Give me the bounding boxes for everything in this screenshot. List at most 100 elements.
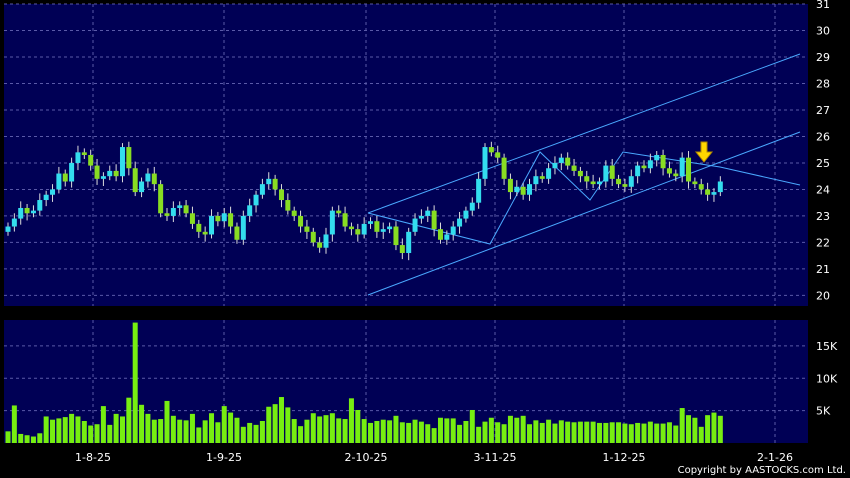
candle-body <box>596 181 602 185</box>
candle-body <box>380 229 386 232</box>
volume-bar <box>285 407 291 443</box>
volume-bar <box>94 424 100 443</box>
candle-body <box>501 157 507 179</box>
volume-bar <box>88 425 94 443</box>
volume-bar <box>711 412 717 443</box>
volume-bar <box>278 397 284 443</box>
candlesticks <box>5 141 723 261</box>
volume-bar <box>196 427 202 443</box>
candle-body <box>196 223 202 232</box>
volume-bar <box>329 413 335 443</box>
candle-body <box>329 210 335 235</box>
price-axis-labels: 20 21 22 23 24 25 26 27 28 29 30 31 <box>816 0 830 302</box>
volume-bar <box>546 419 552 443</box>
volume-bar <box>158 419 164 443</box>
candle-body <box>584 176 590 182</box>
candle-body <box>298 215 304 227</box>
candle-body <box>705 189 711 195</box>
candle-body <box>75 152 81 163</box>
candle-body <box>361 223 367 235</box>
candle-body <box>463 210 469 219</box>
candle-body <box>170 207 176 216</box>
volume-bar <box>5 431 11 443</box>
candle-body <box>527 184 533 195</box>
volume-bar <box>527 424 533 443</box>
date-tick-label: 2-10-25 <box>345 451 388 464</box>
candle-body <box>24 207 30 214</box>
volume-bar <box>348 398 354 443</box>
candle-body <box>189 213 195 224</box>
trend-lines <box>367 53 801 296</box>
volume-bar <box>336 418 342 443</box>
volume-bar <box>50 419 56 443</box>
candle-body <box>622 184 628 187</box>
candle-body <box>507 178 513 193</box>
candle-body <box>533 176 539 185</box>
candle-body <box>202 231 208 235</box>
candle-body <box>679 157 685 177</box>
candle-body <box>88 155 94 166</box>
volume-bar <box>520 415 526 443</box>
volume-bar <box>539 422 545 443</box>
candle-body <box>437 229 443 240</box>
candle-body <box>43 194 49 201</box>
volume-bar <box>132 322 138 443</box>
volume-bar <box>56 418 62 443</box>
volume-bar <box>30 436 36 443</box>
volume-bar <box>291 419 297 443</box>
volume-bar <box>641 423 647 443</box>
volume-bar <box>533 420 539 443</box>
volume-bar <box>590 421 596 443</box>
volume-bar <box>81 420 87 443</box>
date-tick-label: 3-11-25 <box>474 451 517 464</box>
candle-body <box>539 176 545 179</box>
date-axis-labels: 1-8-25 1-9-25 2-10-25 3-11-25 1-12-25 2-1-26 <box>75 451 793 464</box>
candle-body <box>546 168 552 179</box>
arrow-marker-shape <box>694 141 714 163</box>
volume-bar <box>202 420 208 443</box>
grid-lines <box>4 3 808 443</box>
price-tick-label: 31 <box>816 0 830 11</box>
volume-bar <box>654 423 660 443</box>
price-tick-label: 30 <box>816 24 830 37</box>
candle-body <box>469 202 475 211</box>
candle-body <box>56 173 62 190</box>
candle-body <box>158 184 164 214</box>
candle-body <box>304 226 310 232</box>
volume-bar <box>399 422 405 443</box>
volume-bar <box>323 415 329 443</box>
volume-bar <box>113 413 119 443</box>
price-tick-label: 26 <box>816 130 830 143</box>
candle-body <box>81 152 87 155</box>
volume-bar <box>298 426 304 443</box>
candle-body <box>641 165 647 169</box>
candle-body <box>126 147 132 169</box>
date-tick-label: 1-9-25 <box>206 451 242 464</box>
price-tick-label: 20 <box>816 289 830 302</box>
volume-bar <box>43 416 49 443</box>
candle-body <box>577 170 583 177</box>
candle-body <box>266 178 272 185</box>
volume-axis-labels: 15K 10K 5K <box>816 340 838 418</box>
candle-body <box>571 165 577 171</box>
volume-bar <box>177 419 183 443</box>
candle-body <box>11 218 17 227</box>
candle-body <box>253 194 259 206</box>
candle-body <box>323 234 329 248</box>
candle-body <box>259 184 265 195</box>
candle-body <box>164 213 170 216</box>
volume-bar <box>584 421 590 443</box>
candle-body <box>228 213 234 227</box>
volume-bar <box>100 406 106 443</box>
price-panel-background <box>4 4 808 306</box>
arrow-marker-icon <box>694 141 714 163</box>
candle-body <box>628 176 634 187</box>
volume-bar <box>69 413 75 443</box>
volume-bar <box>679 408 685 443</box>
volume-bar <box>75 416 81 443</box>
candle-body <box>18 207 24 219</box>
volume-bar <box>571 422 577 443</box>
volume-bar <box>437 417 443 443</box>
candle-body <box>247 205 253 216</box>
volume-bar <box>660 423 666 443</box>
